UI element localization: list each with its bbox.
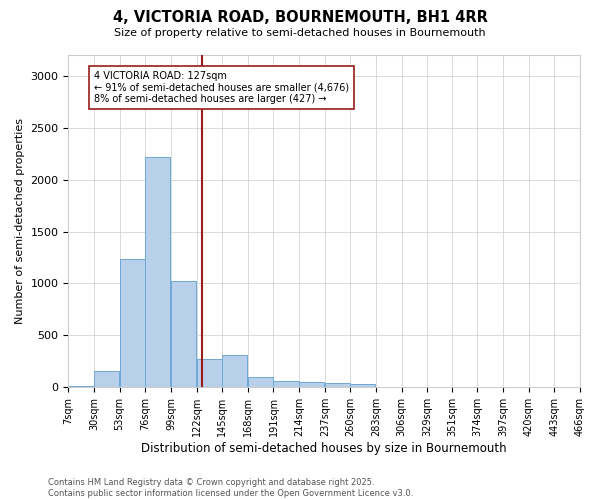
X-axis label: Distribution of semi-detached houses by size in Bournemouth: Distribution of semi-detached houses by … — [142, 442, 507, 455]
Bar — [119, 258, 145, 388]
Bar — [350, 384, 376, 388]
Bar — [145, 157, 170, 388]
Text: Contains HM Land Registry data © Crown copyright and database right 2025.
Contai: Contains HM Land Registry data © Crown c… — [48, 478, 413, 498]
Bar — [197, 360, 221, 388]
Bar — [68, 386, 94, 388]
Bar — [376, 387, 401, 388]
Text: 4, VICTORIA ROAD, BOURNEMOUTH, BH1 4RR: 4, VICTORIA ROAD, BOURNEMOUTH, BH1 4RR — [113, 10, 487, 25]
Bar — [94, 371, 119, 388]
Bar — [222, 355, 247, 388]
Text: 4 VICTORIA ROAD: 127sqm
← 91% of semi-detached houses are smaller (4,676)
8% of : 4 VICTORIA ROAD: 127sqm ← 91% of semi-de… — [94, 70, 349, 104]
Bar — [299, 382, 324, 388]
Y-axis label: Number of semi-detached properties: Number of semi-detached properties — [15, 118, 25, 324]
Bar — [171, 282, 196, 388]
Bar — [325, 383, 350, 388]
Bar — [274, 381, 299, 388]
Bar — [248, 377, 273, 388]
Text: Size of property relative to semi-detached houses in Bournemouth: Size of property relative to semi-detach… — [114, 28, 486, 38]
